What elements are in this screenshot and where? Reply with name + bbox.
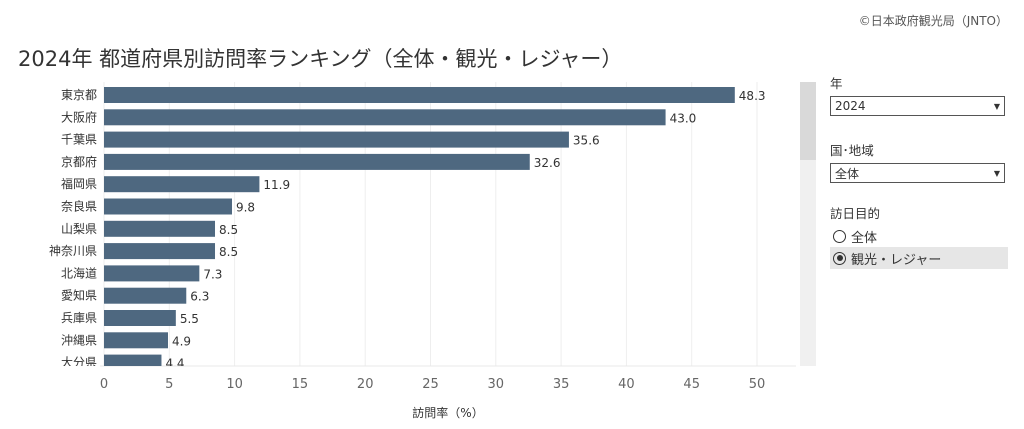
data-label: 11.9 xyxy=(263,178,290,192)
bar[interactable] xyxy=(104,153,530,170)
year-label: 年 xyxy=(830,76,843,91)
radio-unselected-icon xyxy=(833,229,846,243)
x-tick-label: 30 xyxy=(488,377,505,392)
x-tick-label: 25 xyxy=(422,377,439,392)
x-tick-label: 40 xyxy=(618,377,635,392)
bar[interactable] xyxy=(104,198,232,215)
x-tick-label: 20 xyxy=(357,377,374,392)
category-label: 沖縄県 xyxy=(61,332,97,347)
radio-selected-icon xyxy=(833,251,846,265)
category-label: 大阪府 xyxy=(61,109,97,124)
bar[interactable] xyxy=(104,354,162,371)
bar[interactable] xyxy=(104,332,168,349)
year-value: 2024 xyxy=(835,99,866,113)
x-tick-label: 5 xyxy=(165,377,173,392)
category-label: 福岡県 xyxy=(61,176,97,191)
x-tick-label: 10 xyxy=(226,377,243,392)
category-label: 神奈川県 xyxy=(49,244,97,258)
data-label: 7.3 xyxy=(203,267,222,281)
category-label: 千葉県 xyxy=(61,133,97,147)
region-select[interactable]: 全体 ▼ xyxy=(830,163,1005,183)
data-label: 8.5 xyxy=(219,223,238,237)
category-label: 山梨県 xyxy=(61,222,97,236)
chevron-down-icon: ▼ xyxy=(993,101,1000,111)
x-tick-label: 0 xyxy=(100,377,108,392)
bar[interactable] xyxy=(104,243,216,260)
option-label: 観光・レジャー xyxy=(851,252,942,268)
bar[interactable] xyxy=(104,310,176,326)
option-label: 全体 xyxy=(851,230,878,246)
page-title: 2024年 都道府県別訪問率ランキング（全体・観光・レジャー） xyxy=(18,47,623,71)
category-label: 京都府 xyxy=(61,154,97,169)
bar[interactable] xyxy=(104,131,569,148)
category-label: 大分県 xyxy=(61,356,97,370)
x-tick-label: 15 xyxy=(292,377,309,392)
category-label: 愛知県 xyxy=(61,289,97,303)
x-tick-label: 45 xyxy=(683,377,700,392)
bar[interactable] xyxy=(104,287,187,304)
bars-group: 48.3 東京都 43.0 大阪府 35.6 千葉県 32.6 京都府 11.9 福岡県 9.8 奈良… xyxy=(49,87,766,371)
category-label: 奈良県 xyxy=(61,199,97,214)
x-tick-label: 35 xyxy=(553,377,570,392)
category-label: 東京都 xyxy=(61,88,97,102)
data-label: 4.4 xyxy=(165,357,184,371)
bar[interactable] xyxy=(104,109,666,126)
data-label: 6.3 xyxy=(190,290,209,304)
year-select[interactable]: 2024 ▼ xyxy=(830,96,1005,116)
data-label: 43.0 xyxy=(670,111,697,125)
data-label: 4.9 xyxy=(172,334,191,348)
data-label: 9.8 xyxy=(236,201,255,215)
bar[interactable] xyxy=(104,87,735,103)
bar[interactable] xyxy=(104,265,200,282)
category-label: 兵庫県 xyxy=(61,311,97,325)
region-label: 国･地域 xyxy=(830,143,874,158)
data-label: 8.5 xyxy=(219,245,238,259)
scrollbar-thumb[interactable] xyxy=(800,82,816,160)
data-label: 32.6 xyxy=(534,156,561,170)
purpose-option-sightseeing[interactable]: 観光・レジャー xyxy=(830,247,1008,269)
purpose-option-all[interactable]: 全体 xyxy=(830,225,1008,247)
scrollbar[interactable] xyxy=(800,82,816,366)
filter-panel: 年 2024 ▼ 国･地域 全体 ▼ 訪日目的 全体 観光・レジャー xyxy=(830,73,1008,269)
region-value: 全体 xyxy=(835,166,860,181)
credit-text: ©日本政府観光局（JNTO） xyxy=(858,14,1008,28)
x-tick-label: 50 xyxy=(749,377,766,392)
bar[interactable] xyxy=(104,220,216,237)
data-label: 35.6 xyxy=(573,134,600,148)
data-label: 5.5 xyxy=(180,312,199,326)
bar[interactable] xyxy=(104,176,260,193)
data-label: 48.3 xyxy=(739,89,766,103)
category-label: 北海道 xyxy=(61,265,97,280)
chevron-down-icon: ▼ xyxy=(993,168,1000,178)
x-axis-title: 訪問率（%） xyxy=(412,405,483,420)
purpose-label: 訪日目的 xyxy=(830,206,881,221)
